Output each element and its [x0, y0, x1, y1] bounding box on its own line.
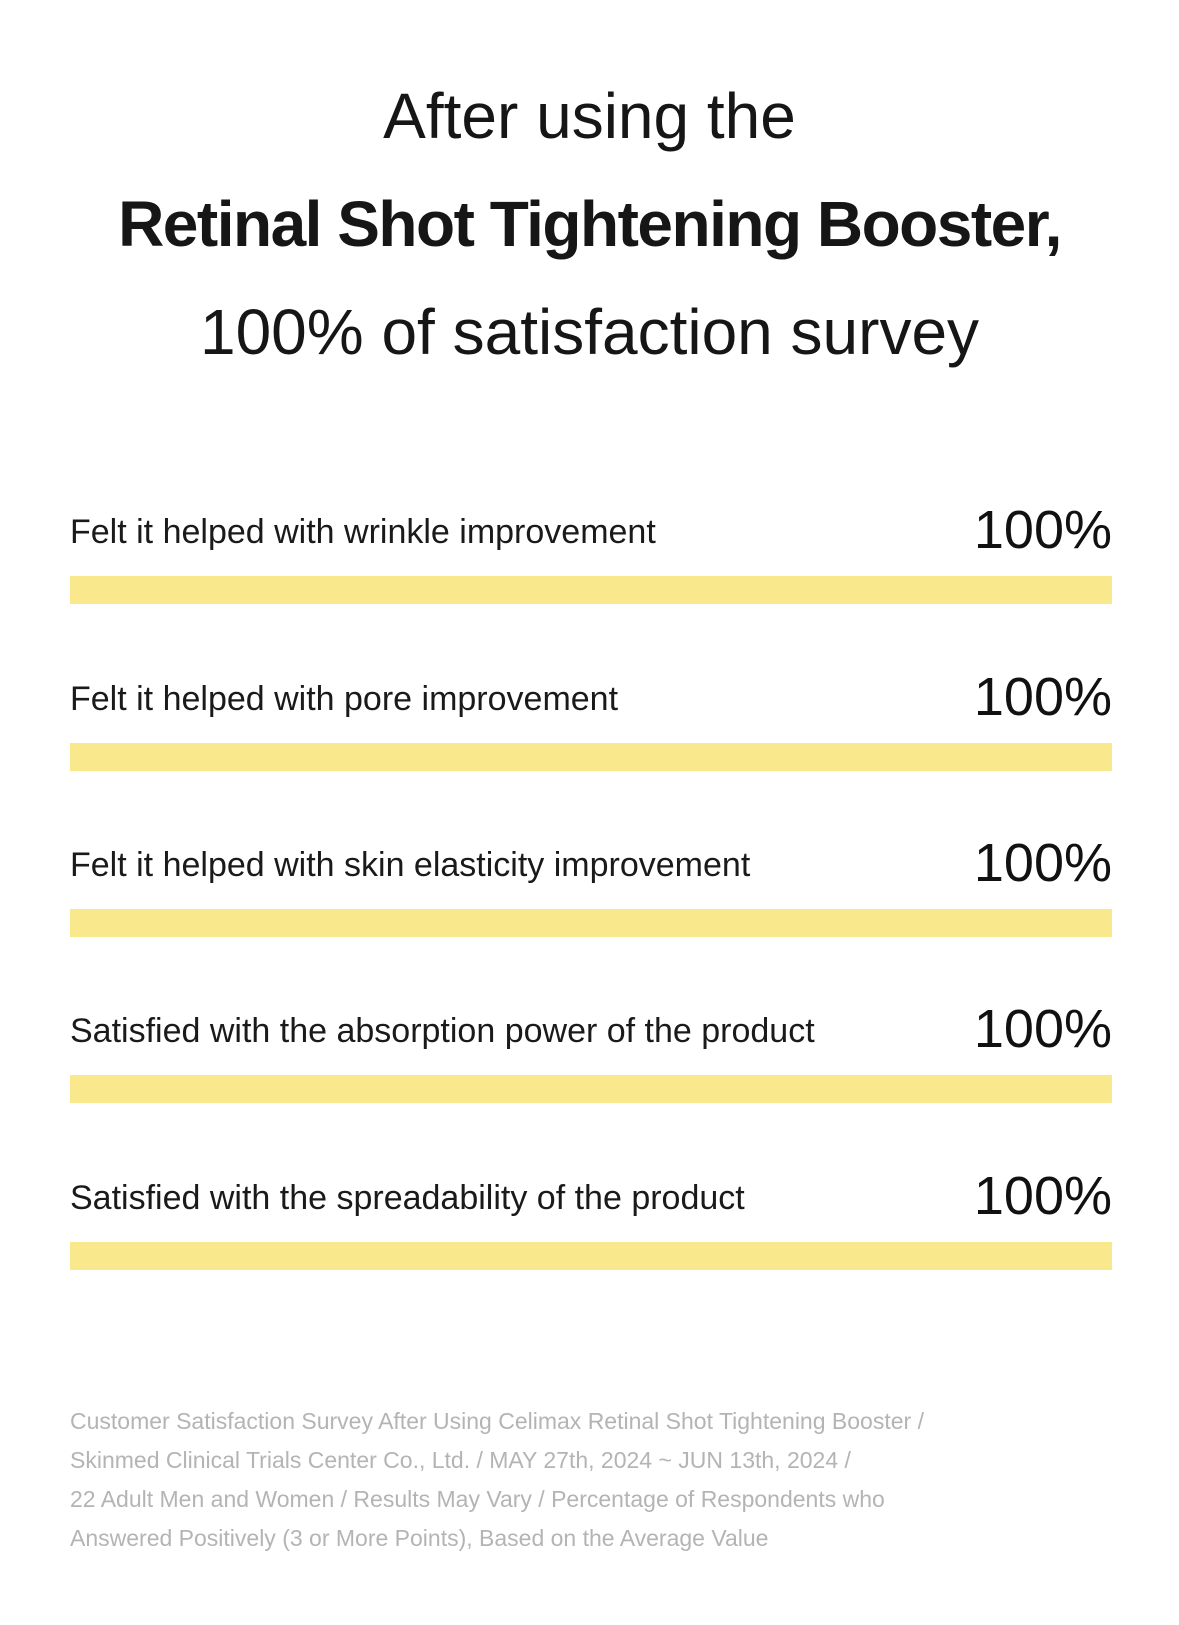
bar [70, 909, 1112, 937]
bar-row: Felt it helped with pore improvement 100% [70, 667, 1112, 775]
bar [70, 1075, 1112, 1103]
footnote-line-3: 22 Adult Men and Women / Results May Var… [70, 1486, 885, 1512]
bar-category-label: Satisfied with the spreadability of the … [70, 1179, 745, 1217]
bar-track [70, 576, 1112, 604]
title-line-3: 100% of satisfaction survey [199, 296, 980, 368]
bar-value-label: 100% [973, 1166, 1112, 1226]
bar-category-label: Felt it helped with wrinkle improvement [70, 513, 656, 551]
bar [70, 1242, 1112, 1270]
footnote-line-2: Skinmed Clinical Trials Center Co., Ltd.… [70, 1447, 851, 1473]
bar-row: Felt it helped with skin elasticity impr… [70, 833, 1112, 941]
bar-category-label: Felt it helped with skin elasticity impr… [70, 846, 751, 884]
satisfaction-bar-chart: Felt it helped with wrinkle improvement 1… [70, 0, 1112, 1625]
chart-title: After using the Retinal Shot Tightening … [0, 62, 1179, 386]
footnote-line-4: Answered Positively (3 or More Points), … [70, 1525, 769, 1551]
bar [70, 743, 1112, 771]
bar-category-label: Satisfied with the absorption power of t… [70, 1012, 815, 1050]
bar-value-label: 100% [973, 667, 1112, 727]
footnote-line-1: Customer Satisfaction Survey After Using… [70, 1408, 924, 1434]
bar-row: Satisfied with the absorption power of t… [70, 999, 1112, 1107]
bar-track [70, 1075, 1112, 1103]
bar-value-label: 100% [973, 999, 1112, 1059]
bar-track [70, 909, 1112, 937]
bar [70, 576, 1112, 604]
survey-footnote: Customer Satisfaction Survey After Using… [70, 1402, 1130, 1558]
title-line-1: After using the [383, 80, 796, 152]
bar-track [70, 1242, 1112, 1270]
bar-category-label: Felt it helped with pore improvement [70, 680, 619, 718]
bar-row: Satisfied with the spreadability of the … [70, 1166, 1112, 1274]
bar-row: Felt it helped with wrinkle improvement 1… [70, 500, 1112, 608]
bar-value-label: 100% [973, 500, 1112, 560]
bar-value-label: 100% [973, 833, 1112, 893]
title-line-2-product-name: Retinal Shot Tightening Booster, [118, 188, 1062, 260]
bar-track [70, 743, 1112, 771]
